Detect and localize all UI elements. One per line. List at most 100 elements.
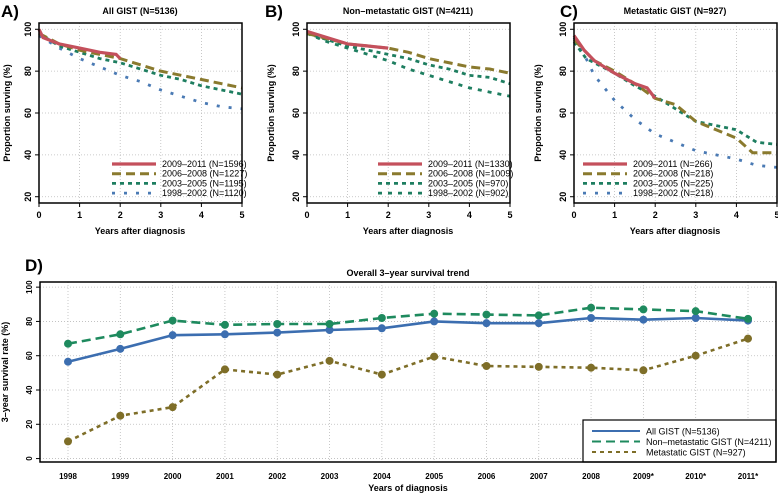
x-tick-label: 3 [693,210,698,220]
trend-line [67,316,749,363]
panel-d-title: Overall 3–year survival trend [346,268,469,278]
survival-curve [38,32,243,90]
data-point [430,352,439,361]
legend-label: Non–metastatic GIST (N=4211) [646,437,771,447]
y-tick-label: 20 [23,192,33,202]
data-point [220,320,229,329]
x-tick-label: 0 [571,210,576,220]
plot-frame [573,22,778,204]
x-tick-label: 2010* [685,472,707,481]
x-tick-label: 0 [304,210,309,220]
y-tick-label: 20 [558,192,568,202]
x-tick-label: 2005 [425,472,443,481]
panel-d-trend: D) Overall 3–year survival trend Years o… [0,256,777,493]
plot-frame [39,281,777,463]
panel-b-non-metastatic: B) Non–metastatic GIST (N=4211) Years af… [265,2,513,236]
data-point [691,314,700,322]
legend-label: 2003–2005 (N=970) [428,178,508,188]
data-point [325,320,334,328]
x-tick-label: 2 [653,210,658,220]
x-tick-label: 4 [199,210,204,220]
legend-label: 1998–2002 (N=902) [428,188,508,198]
data-point [220,330,229,339]
y-tick-label: 40 [25,385,34,394]
x-tick-label: 3 [426,210,431,220]
y-tick-label: 20 [291,192,301,202]
y-tick-label: 40 [291,150,301,160]
data-point [587,363,596,372]
x-tick-label: 5 [239,210,244,220]
data-point [587,303,596,312]
panel-label-d: D) [25,256,43,275]
x-tick-label: 1 [612,210,617,220]
legend-label: 2006–2008 (N=1227) [162,169,247,179]
x-tick-label: 2 [386,210,391,220]
x-tick-label: 5 [774,210,778,220]
data-point [168,403,177,412]
data-point [325,326,334,334]
data-point [116,344,125,353]
x-tick-label: 2006 [478,472,496,481]
y-tick-label: 40 [558,150,568,160]
plot-frame [38,22,243,204]
data-point [744,314,752,323]
data-point [377,324,386,333]
panel-c-xlabel: Years after diagnosis [630,226,721,236]
survival-curve [306,32,511,98]
x-tick-label: 2009* [633,472,655,481]
legend-label: 1998–2002 (N=218) [633,188,713,198]
survival-curve [38,32,243,96]
data-point [430,309,439,318]
y-tick-label: 100 [291,22,301,37]
panel-label-a: A) [1,2,19,21]
legend-label: All GIST (N=5136) [646,427,720,437]
data-point [64,357,72,366]
x-tick-label: 2007 [530,472,548,481]
data-point [325,356,334,365]
legend-label: 2003–2005 (N=1195) [162,178,247,188]
panel-label-b: B) [265,2,283,21]
data-point [116,411,125,420]
survival-curve [306,29,389,50]
data-point [587,314,596,322]
data-point [639,305,648,314]
legend-label: 1998–2002 (N=1120) [162,188,247,198]
data-point [273,370,282,379]
panel-b-title: Non–metastatic GIST (N=4211) [343,6,473,16]
x-tick-label: 2008 [582,472,600,481]
x-tick-label: 1999 [111,472,129,481]
y-tick-label: 80 [558,66,568,76]
x-tick-label: 4 [467,210,472,220]
y-tick-label: 80 [23,66,33,76]
data-point [534,362,543,371]
survival-curve [572,36,778,169]
panel-a-ylabel: Proportion surving (%) [2,64,12,162]
x-tick-label: 2003 [321,472,339,481]
data-point [377,370,386,379]
x-tick-label: 3 [158,210,163,220]
data-point [430,317,439,326]
survival-curve [572,41,778,146]
y-tick-label: 60 [23,108,33,118]
y-tick-label: 100 [25,280,34,294]
data-point [168,331,177,340]
x-tick-label: 2011* [738,472,759,481]
data-point [482,310,491,319]
data-point [64,339,72,348]
legend-label: 2006–2008 (N=1009) [428,169,513,179]
panel-a-all-gist: A) All GIST (N=5136) Years after diagnos… [1,2,247,236]
y-tick-label: 20 [25,419,34,428]
y-tick-label: 80 [25,316,34,325]
legend-label: 2003–2005 (N=225) [633,178,713,188]
data-point [220,365,229,374]
y-tick-label: 80 [291,66,301,76]
legend-label: 2006–2008 (N=218) [633,169,713,179]
data-point [534,311,543,320]
data-point [639,366,648,375]
survival-curve [306,32,511,86]
x-tick-label: 2002 [268,472,286,481]
data-point [273,320,282,328]
legend-label: 2009–2011 (N=1330) [428,159,513,169]
panel-d-xlabel: Years of diagnosis [368,483,448,493]
x-tick-label: 2000 [164,472,182,481]
